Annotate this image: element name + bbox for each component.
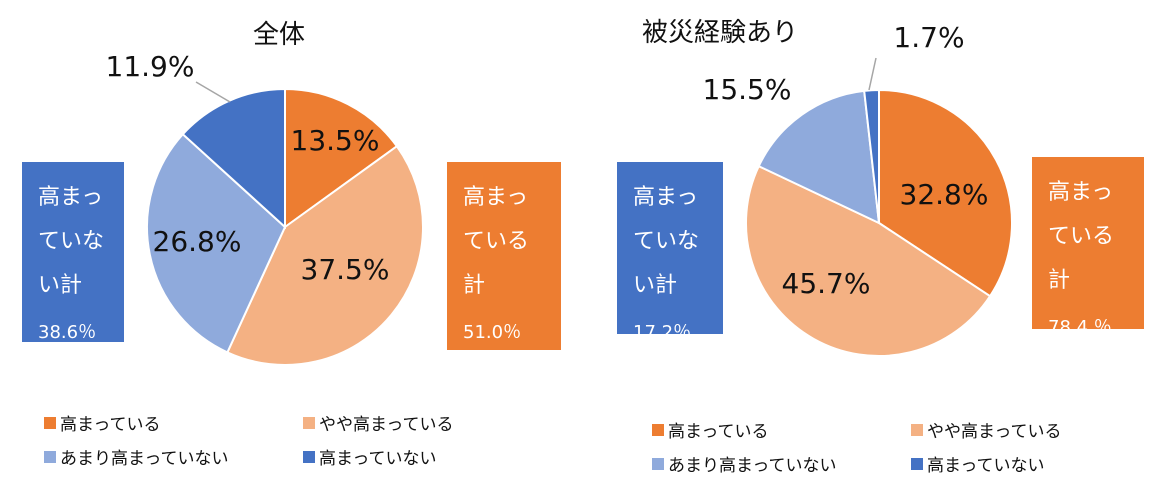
- summary-label: 高まっている計: [463, 185, 530, 298]
- legend-swatch: [911, 423, 923, 436]
- legend-item-not-high: 高まっていない: [911, 451, 1044, 476]
- legend-swatch: [652, 457, 664, 470]
- slice-not-high: [863, 88, 880, 224]
- chart-title-overall: 全体: [253, 20, 306, 50]
- legend-item-not-very-high: あまり高まっていない: [652, 451, 836, 476]
- summary-label: 高まっていない計: [633, 185, 700, 298]
- summary-value: 51.0％: [463, 322, 522, 343]
- leader-line: [195, 81, 231, 103]
- summary-label: 高まっていない計: [38, 185, 105, 298]
- legend-label: 高まっていない: [927, 456, 1045, 476]
- data-label: 1.7%: [893, 21, 964, 54]
- slice-high: [284, 87, 399, 229]
- summary-box-not-high-disaster: 高まっていない計 17.2％: [617, 162, 723, 343]
- summary-value: 38.6％: [38, 322, 97, 343]
- legend-swatch: [652, 423, 664, 436]
- summary-label: 高まっている計: [1048, 180, 1115, 293]
- legend-swatch: [303, 450, 315, 463]
- data-label: 11.9%: [106, 50, 195, 83]
- legend-label: あまり高まっていない: [668, 456, 837, 476]
- slice-somewhat-high: [745, 164, 992, 358]
- data-label: 45.7%: [782, 267, 871, 300]
- legend-item-somewhat-high: やや高まっている: [911, 417, 1061, 442]
- legend-label: やや高まっている: [319, 415, 454, 435]
- slice-not-very-high: [146, 132, 287, 354]
- legend-item-high: 高まっている: [652, 417, 768, 442]
- legend-item-not-high: 高まっていない: [303, 444, 436, 469]
- data-label: 26.8%: [153, 225, 242, 258]
- summary-box-not-high-overall: 高まっていない計 38.6％: [22, 162, 124, 343]
- summary-value: 17.2％: [633, 322, 692, 343]
- legend-label: 高まっていない: [319, 449, 437, 469]
- legend-label: あまり高まっていない: [60, 449, 229, 469]
- summary-value: 78.4.％: [1048, 317, 1112, 338]
- legend-item-not-very-high: あまり高まっていない: [44, 444, 228, 469]
- legend-swatch: [911, 457, 923, 470]
- summary-box-high-disaster: 高まっている計 78.4.％: [1032, 157, 1144, 338]
- legend-label: 高まっている: [668, 422, 769, 442]
- legend-swatch: [44, 450, 56, 463]
- data-label: 15.5%: [703, 73, 792, 106]
- data-label: 32.8%: [900, 178, 989, 211]
- leader-line: [868, 57, 877, 91]
- legend-label: 高まっている: [60, 415, 161, 435]
- legend-swatch: [44, 416, 56, 429]
- slice-not-very-high: [757, 89, 881, 225]
- summary-box-high-overall: 高まっている計 51.0％: [447, 162, 561, 350]
- data-label: 37.5%: [301, 253, 390, 286]
- chart-title-disaster: 被災経験あり: [642, 18, 799, 48]
- legend-swatch: [303, 416, 315, 429]
- legend-label: やや高まっている: [927, 422, 1062, 442]
- legend-item-high: 高まっている: [44, 410, 160, 435]
- slice-somewhat-high: [226, 144, 424, 366]
- legend-item-somewhat-high: やや高まっている: [303, 410, 453, 435]
- data-label: 13.5%: [291, 124, 380, 157]
